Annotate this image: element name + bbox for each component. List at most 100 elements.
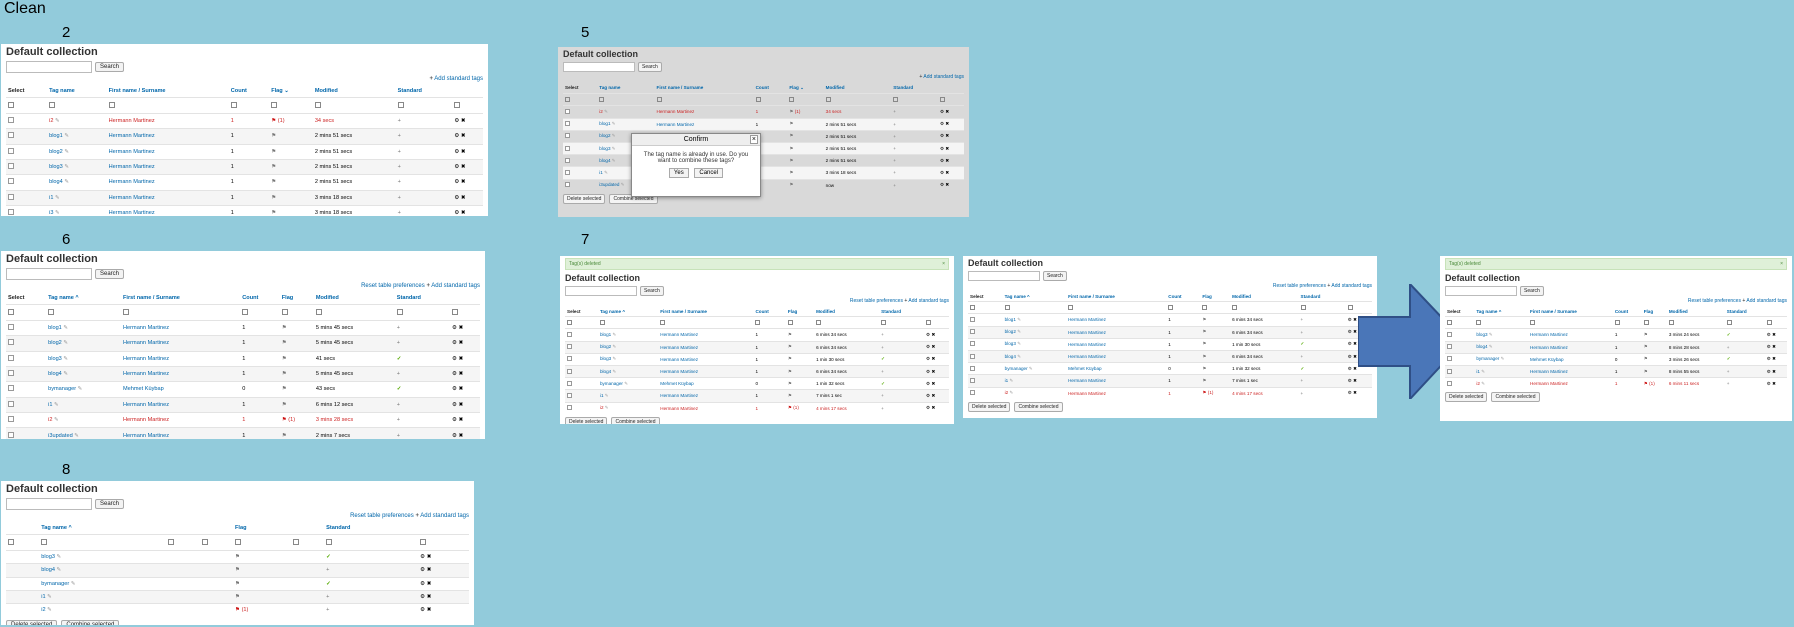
user-link[interactable]: Hermann Martinez: [1530, 381, 1568, 387]
pencil-icon[interactable]: ✎: [55, 194, 60, 201]
user-link[interactable]: Hermann Martinez: [1068, 329, 1106, 335]
delete-icon[interactable]: ✖: [945, 182, 950, 188]
check-icon[interactable]: ✓: [1726, 356, 1731, 362]
standard-toggle-icon[interactable]: +: [396, 417, 401, 424]
delete-icon[interactable]: ✖: [458, 371, 464, 378]
row-checkbox[interactable]: [970, 329, 975, 335]
gear-icon[interactable]: ⚙: [454, 117, 460, 124]
user-link[interactable]: Hermann Martinez: [108, 194, 155, 201]
col-flag[interactable]: Flag ⌄: [789, 84, 804, 90]
filter-icon[interactable]: [599, 319, 605, 325]
tag-link[interactable]: blog3: [48, 355, 62, 362]
row-checkbox[interactable]: [970, 353, 975, 359]
add-standard-tags-link[interactable]: Add standard tags: [1746, 298, 1787, 304]
filter-cell[interactable]: [6, 534, 40, 551]
row-checkbox[interactable]: [8, 116, 14, 123]
tag-link[interactable]: blog3: [1476, 331, 1488, 337]
filter-cell[interactable]: [1445, 316, 1475, 329]
add-standard-tags-link[interactable]: Add standard tags: [420, 513, 469, 519]
delete-icon[interactable]: ✖: [931, 344, 936, 350]
delete-icon[interactable]: ✖: [1353, 390, 1358, 396]
standard-toggle-icon[interactable]: +: [396, 401, 401, 408]
pencil-icon[interactable]: ✎: [64, 179, 70, 186]
pencil-icon[interactable]: ✎: [611, 133, 616, 139]
user-link[interactable]: Hermann Martinez: [108, 117, 155, 124]
reset-preferences-link[interactable]: Reset table preferences: [1687, 298, 1741, 304]
tag-link[interactable]: i3: [49, 210, 54, 216]
user-link[interactable]: Hermann Martinez: [1068, 341, 1106, 347]
tag-link[interactable]: i2: [49, 117, 54, 124]
tag-link[interactable]: bymanager: [599, 380, 623, 386]
col-modified[interactable]: Modified: [1232, 293, 1251, 299]
filter-cell[interactable]: [39, 534, 167, 551]
standard-toggle-icon[interactable]: +: [893, 146, 896, 152]
tag-link[interactable]: blog3: [1004, 341, 1016, 347]
filter-cell[interactable]: [1166, 301, 1201, 314]
user-link[interactable]: Hermann Martinez: [123, 371, 170, 378]
flag-icon[interactable]: ⚑: [1643, 356, 1648, 362]
delete-selected-button[interactable]: Delete selected: [565, 416, 608, 424]
standard-toggle-icon[interactable]: +: [881, 369, 884, 375]
user-link[interactable]: Hermann Martinez: [656, 121, 695, 127]
flag-icon[interactable]: ⚑: [1643, 368, 1648, 374]
filter-icon[interactable]: [168, 538, 175, 545]
row-checkbox[interactable]: [567, 344, 572, 350]
tag-link[interactable]: i1: [48, 401, 53, 408]
gear-icon[interactable]: ⚙: [454, 164, 460, 171]
pencil-icon[interactable]: ✎: [56, 553, 62, 560]
flag-icon[interactable]: ⚑: [1202, 390, 1207, 396]
gear-icon[interactable]: ⚙: [1347, 365, 1352, 371]
pencil-icon[interactable]: ✎: [64, 148, 70, 155]
tag-link[interactable]: blog1: [49, 133, 63, 140]
flag-icon[interactable]: ⚑: [281, 340, 287, 347]
col-standard[interactable]: Standard: [881, 308, 902, 314]
col-tag-name[interactable]: Tag name ^: [41, 525, 72, 532]
filter-cell[interactable]: [753, 93, 788, 106]
pencil-icon[interactable]: ✎: [1028, 365, 1033, 371]
filter-icon[interactable]: [49, 101, 56, 108]
standard-toggle-icon[interactable]: +: [397, 164, 401, 171]
tag-link[interactable]: blog4: [599, 368, 612, 374]
col-tag-name[interactable]: Tag name: [599, 85, 621, 91]
delete-icon[interactable]: ✖: [460, 179, 466, 186]
pencil-icon[interactable]: ✎: [1488, 344, 1493, 350]
filter-icon[interactable]: [8, 101, 14, 108]
filter-cell[interactable]: [395, 97, 453, 114]
col-name[interactable]: First name / Surname: [108, 88, 166, 95]
filter-cell[interactable]: [46, 304, 122, 321]
delete-icon[interactable]: ✖: [426, 607, 432, 614]
tag-link[interactable]: i3updated: [599, 182, 620, 188]
tag-link[interactable]: i1: [1004, 377, 1009, 383]
row-checkbox[interactable]: [8, 370, 14, 377]
flag-icon[interactable]: ⚑: [787, 356, 792, 362]
pencil-icon[interactable]: ✎: [604, 108, 608, 114]
flag-icon[interactable]: ⚑: [787, 368, 792, 374]
filter-cell[interactable]: [654, 93, 754, 106]
delete-selected-button[interactable]: Delete selected: [968, 401, 1011, 412]
filter-cell[interactable]: [938, 93, 964, 106]
gear-icon[interactable]: ⚙: [926, 368, 931, 374]
reset-preferences-link[interactable]: Reset table preferences: [849, 298, 903, 304]
gear-icon[interactable]: ⚙: [926, 380, 931, 386]
tag-link[interactable]: blog1: [599, 331, 612, 337]
filter-cell[interactable]: [924, 316, 949, 329]
filter-cell[interactable]: [1474, 316, 1529, 329]
standard-toggle-icon[interactable]: +: [881, 393, 884, 399]
col-count[interactable]: Count: [1168, 293, 1182, 299]
tag-link[interactable]: blog1: [1004, 316, 1016, 322]
gear-icon[interactable]: ⚙: [1347, 329, 1352, 335]
tag-link[interactable]: i2: [1476, 380, 1480, 386]
filter-cell[interactable]: [1345, 301, 1372, 314]
user-link[interactable]: Hermann Martinez: [123, 401, 170, 408]
filter-cell[interactable]: [6, 97, 48, 114]
add-standard-tags-link[interactable]: Add standard tags: [431, 283, 480, 289]
pencil-icon[interactable]: ✎: [624, 380, 629, 386]
row-checkbox[interactable]: [8, 132, 14, 139]
flag-icon[interactable]: ⚑: [234, 607, 240, 614]
standard-toggle-icon[interactable]: +: [1300, 329, 1304, 335]
check-icon[interactable]: ✓: [326, 553, 331, 560]
filter-icon[interactable]: [567, 319, 572, 325]
gear-icon[interactable]: ⚙: [452, 386, 458, 393]
delete-icon[interactable]: ✖: [458, 401, 464, 408]
tag-link[interactable]: blog2: [48, 340, 62, 347]
